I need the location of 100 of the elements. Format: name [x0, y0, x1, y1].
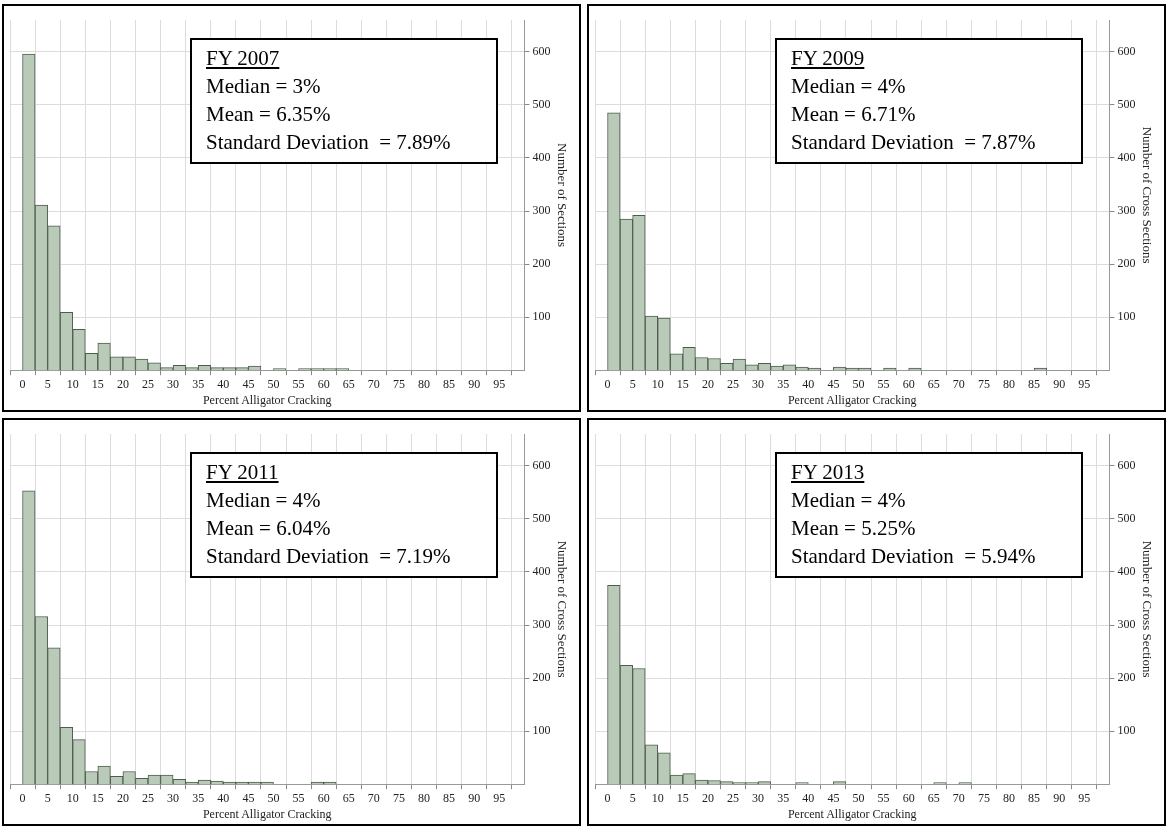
- text: FY 2009: [791, 45, 866, 72]
- x-tick-label: 40: [217, 790, 230, 805]
- y-tick-label: 200: [1117, 256, 1136, 271]
- x-tick-label: 70: [952, 376, 965, 391]
- annotation: Median = 4%: [791, 73, 907, 100]
- x-axis-title: Percent Alligator Cracking: [202, 806, 332, 821]
- x-tick-label: 95: [493, 376, 506, 391]
- text: FY 2007: [206, 45, 281, 72]
- x-tick-label: 75: [977, 376, 990, 391]
- y-tick-label: 300: [532, 203, 551, 218]
- x-tick-label: 30: [752, 790, 765, 805]
- x-tick-label: 80: [1003, 790, 1016, 805]
- x-tick-label: 40: [802, 376, 815, 391]
- y-tick-label: 400: [1117, 564, 1136, 579]
- y-tick-label: 100: [1117, 723, 1136, 738]
- x-tick-label: 5: [44, 790, 51, 805]
- y-axis-title: Number of Cross Sections: [1139, 540, 1155, 678]
- y-tick-label: 500: [532, 511, 551, 526]
- text: FY 2013: [791, 459, 866, 486]
- x-tick-label: 20: [116, 790, 129, 805]
- x-tick-label: 30: [167, 376, 180, 391]
- x-tick-label: 25: [142, 790, 155, 805]
- x-tick-label: 20: [701, 376, 714, 391]
- x-tick-label: 40: [217, 376, 230, 391]
- x-tick-label: 80: [418, 376, 431, 391]
- x-tick-label: 45: [827, 376, 840, 391]
- y-axis-title: Number of Sections: [554, 143, 570, 248]
- x-tick-label: 55: [292, 790, 305, 805]
- x-tick-label: 80: [1003, 376, 1016, 391]
- x-tick-label: 75: [392, 376, 405, 391]
- x-tick-label: 50: [852, 376, 865, 391]
- x-tick-label: 95: [493, 790, 506, 805]
- x-tick-label: 40: [802, 790, 815, 805]
- x-tick-label: 30: [167, 790, 180, 805]
- x-tick-label: 0: [19, 790, 26, 805]
- x-tick-label: 45: [827, 790, 840, 805]
- x-tick-label: 55: [877, 376, 890, 391]
- y-tick-label: 400: [1117, 150, 1136, 165]
- x-tick-label: 20: [116, 376, 129, 391]
- x-tick-label: 5: [629, 790, 636, 805]
- x-axis-title: Percent Alligator Cracking: [787, 392, 917, 407]
- y-tick-label: 200: [1117, 670, 1136, 685]
- x-tick-label: 85: [1028, 790, 1041, 805]
- x-tick-label: 95: [1078, 376, 1091, 391]
- x-tick-label: 75: [392, 790, 405, 805]
- y-tick-label: 600: [1117, 43, 1136, 58]
- x-tick-label: 35: [777, 376, 790, 391]
- x-tick-label: 5: [629, 376, 636, 391]
- x-tick-label: 15: [91, 376, 104, 391]
- y-tick-label: 200: [532, 670, 551, 685]
- x-tick-label: 85: [443, 790, 456, 805]
- x-tick-label: 0: [604, 790, 611, 805]
- y-axis-title: Number of Cross Sections: [554, 540, 570, 678]
- x-tick-label: 25: [142, 376, 155, 391]
- y-tick-label: 600: [532, 457, 551, 472]
- x-tick-label: 10: [66, 376, 79, 391]
- annotation: Median = 3%: [206, 73, 322, 100]
- x-tick-label: 85: [443, 376, 456, 391]
- x-tick-label: 85: [1028, 376, 1041, 391]
- x-tick-label: 45: [242, 790, 255, 805]
- x-tick-label: 60: [902, 790, 915, 805]
- y-tick-label: 600: [1117, 457, 1136, 472]
- x-tick-label: 90: [1053, 376, 1066, 391]
- x-tick-label: 90: [468, 790, 481, 805]
- y-tick-label: 300: [532, 617, 551, 632]
- x-tick-label: 15: [676, 376, 689, 391]
- x-tick-label: 50: [267, 376, 280, 391]
- x-tick-label: 10: [651, 376, 664, 391]
- y-axis-title: Number of Cross Sections: [1139, 126, 1155, 264]
- annotation: Median = 4%: [206, 487, 322, 514]
- x-tick-label: 60: [902, 376, 915, 391]
- x-tick-label: 90: [1053, 790, 1066, 805]
- x-tick-label: 5: [44, 376, 51, 391]
- x-tick-label: 60: [317, 376, 330, 391]
- x-tick-label: 65: [342, 790, 355, 805]
- x-tick-label: 45: [242, 376, 255, 391]
- x-tick-label: 65: [927, 790, 940, 805]
- x-tick-label: 55: [877, 790, 890, 805]
- y-tick-label: 500: [1117, 511, 1136, 526]
- x-axis-title: Percent Alligator Cracking: [202, 392, 332, 407]
- y-tick-label: 200: [532, 256, 551, 271]
- x-tick-label: 65: [342, 376, 355, 391]
- x-tick-label: 90: [468, 376, 481, 391]
- annotation: Median = 4%: [791, 487, 907, 514]
- x-tick-label: 50: [852, 790, 865, 805]
- x-tick-label: 10: [66, 790, 79, 805]
- x-tick-label: 35: [192, 790, 205, 805]
- x-tick-label: 55: [292, 376, 305, 391]
- y-tick-label: 100: [532, 723, 551, 738]
- annotation: Standard Deviation = 7.19%: [206, 543, 452, 570]
- y-tick-label: 400: [532, 564, 551, 579]
- x-tick-label: 50: [267, 790, 280, 805]
- x-tick-label: 75: [977, 790, 990, 805]
- annotation: Standard Deviation = 7.87%: [791, 129, 1037, 156]
- y-tick-label: 500: [1117, 97, 1136, 112]
- x-tick-label: 70: [952, 790, 965, 805]
- x-tick-label: 25: [727, 790, 740, 805]
- annotation: Standard Deviation = 5.94%: [791, 543, 1037, 570]
- x-tick-label: 95: [1078, 790, 1091, 805]
- y-tick-label: 600: [532, 43, 551, 58]
